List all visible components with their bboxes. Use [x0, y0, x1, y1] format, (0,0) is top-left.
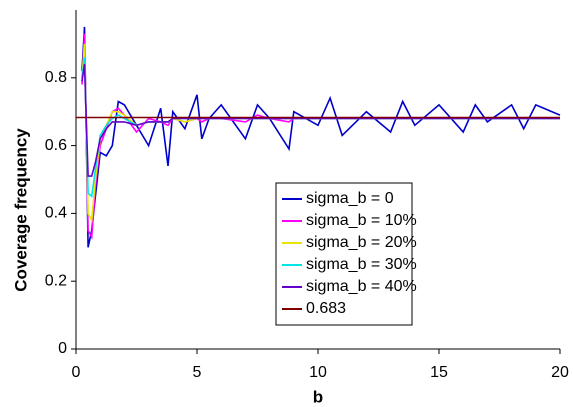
x-axis-title: b: [313, 387, 323, 406]
legend-box: [275, 182, 413, 326]
x-tick-label: 0: [72, 364, 81, 381]
x-tick-label: 20: [551, 364, 569, 381]
y-tick-label: 0.8: [45, 69, 67, 86]
series-line: [81, 64, 560, 177]
y-tick-label: 0.2: [45, 272, 67, 289]
y-tick-label: 0.6: [45, 137, 67, 154]
legend-label: sigma_b = 10%: [306, 212, 417, 229]
legend-label: sigma_b = 20%: [306, 234, 417, 251]
y-axis-title: Coverage frequency: [11, 128, 30, 292]
x-tick-label: 5: [193, 364, 202, 381]
series-line: [81, 57, 560, 199]
x-tick-label: 15: [430, 364, 448, 381]
y-tick-label: 0: [58, 340, 67, 357]
x-tick-label: 10: [309, 364, 327, 381]
legend-label: 0.683: [306, 300, 346, 317]
y-tick-label: 0.4: [45, 205, 67, 222]
legend-label: sigma_b = 40%: [306, 278, 417, 295]
legend-label: sigma_b = 30%: [306, 256, 417, 273]
legend-label: sigma_b = 0: [306, 190, 394, 207]
legend: sigma_b = 0 sigma_b = 10% sigma_b = 20% sig…: [275, 182, 417, 326]
